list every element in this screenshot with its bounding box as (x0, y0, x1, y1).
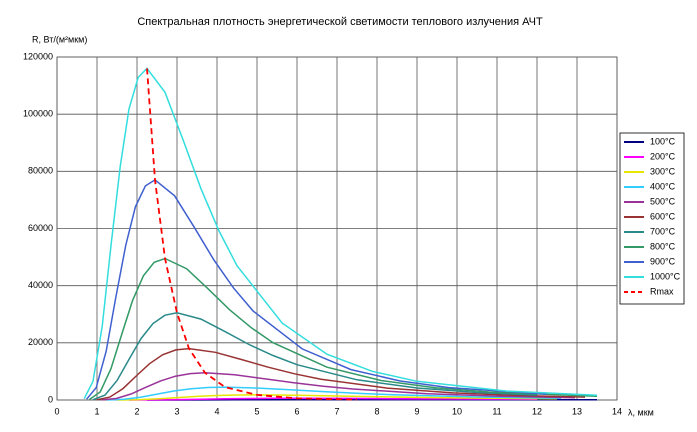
y-tick-label: 40000 (28, 280, 53, 290)
x-tick-label: 10 (452, 406, 462, 416)
y-tick-label: 60000 (28, 223, 53, 233)
y-tick-label: 20000 (28, 337, 53, 347)
series-line (86, 178, 548, 400)
x-tick-label: 13 (572, 406, 582, 416)
legend-label: 800°C (650, 241, 676, 251)
x-tick-label: 7 (334, 406, 339, 416)
legend-label: 700°C (650, 226, 676, 236)
legend-label: 500°C (650, 196, 676, 206)
x-tick-label: 1 (94, 406, 99, 416)
series-line (101, 372, 576, 401)
x-tick-label: 4 (214, 406, 219, 416)
series-line (146, 68, 358, 401)
series-line (116, 394, 558, 401)
series-line (92, 312, 538, 401)
y-tick-label: 100000 (23, 109, 53, 119)
x-tick-label: 8 (374, 406, 379, 416)
legend-label: Rmax (650, 286, 674, 296)
y-axis-label: R, Вт/(м²мкм) (32, 34, 87, 44)
legend-label: 1000°C (650, 271, 681, 281)
x-tick-label: 9 (414, 406, 419, 416)
series-line (96, 347, 586, 401)
x-tick-label: 3 (174, 406, 179, 416)
chart-title: Спектральная плотность энергетической св… (137, 16, 543, 28)
legend-label: 300°C (650, 166, 676, 176)
x-tick-label: 12 (532, 406, 542, 416)
series-line (128, 397, 538, 401)
legend-label: 600°C (650, 211, 676, 221)
x-tick-label: 0 (54, 406, 59, 416)
legend-label: 100°C (650, 136, 676, 146)
x-tick-label: 6 (294, 406, 299, 416)
y-tick-label: 120000 (23, 51, 53, 61)
series-line (88, 257, 598, 401)
y-tick-label: 0 (48, 394, 53, 404)
x-tick-label: 14 (612, 406, 622, 416)
x-tick-label: 11 (492, 406, 501, 416)
series-line (107, 386, 562, 401)
legend-label: 400°C (650, 181, 676, 191)
x-tick-label: 2 (134, 406, 139, 416)
series-line (83, 67, 598, 400)
legend-label: 200°C (650, 151, 676, 161)
x-axis-label: λ, мкм (628, 407, 654, 417)
y-tick-label: 80000 (28, 166, 53, 176)
legend-box (619, 132, 685, 305)
x-tick-label: 5 (254, 406, 259, 416)
legend-label: 900°C (650, 256, 676, 266)
